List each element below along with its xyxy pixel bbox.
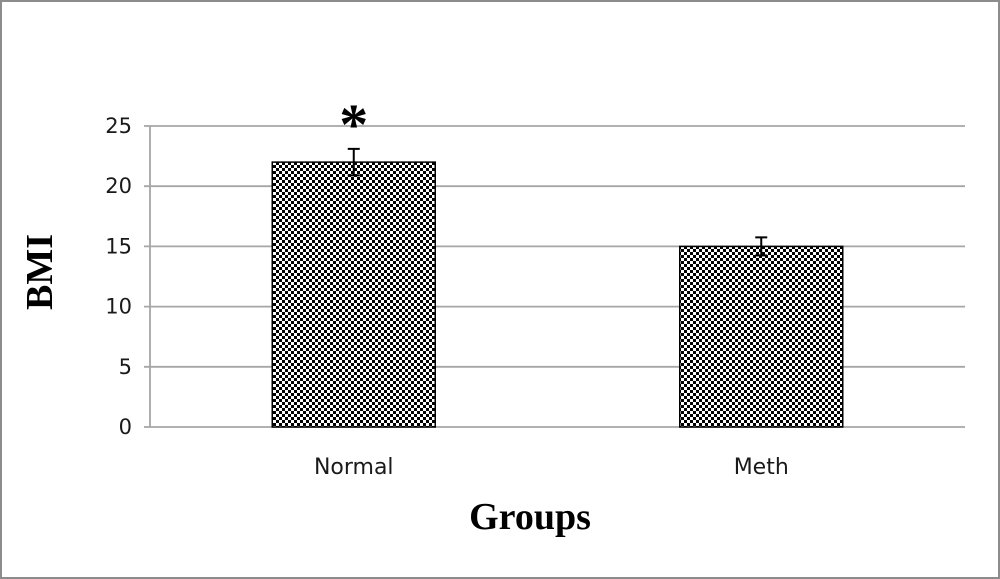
y-tick-label-20: 20 [105,174,132,198]
y-tick-labels: 0 5 10 15 20 25 [105,114,132,439]
y-tick-label-5: 5 [119,355,132,379]
x-axis-title: Groups [469,496,591,538]
annotations: * [339,92,368,157]
y-axis-title: BMI [19,234,61,310]
x-category-label-normal: Normal [314,455,394,480]
x-category-label-meth: Meth [734,455,789,480]
bar-meth [679,245,844,428]
x-category-labels: Normal Meth [314,455,789,480]
bar-normal [271,161,436,428]
bars [271,161,844,428]
y-tick-label-25: 25 [105,114,132,138]
y-tick-label-0: 0 [119,415,132,439]
y-tick-label-10: 10 [105,295,132,319]
significance-annotation: * [339,92,368,157]
error-bars [347,147,768,257]
y-tick-label-15: 15 [105,234,132,258]
